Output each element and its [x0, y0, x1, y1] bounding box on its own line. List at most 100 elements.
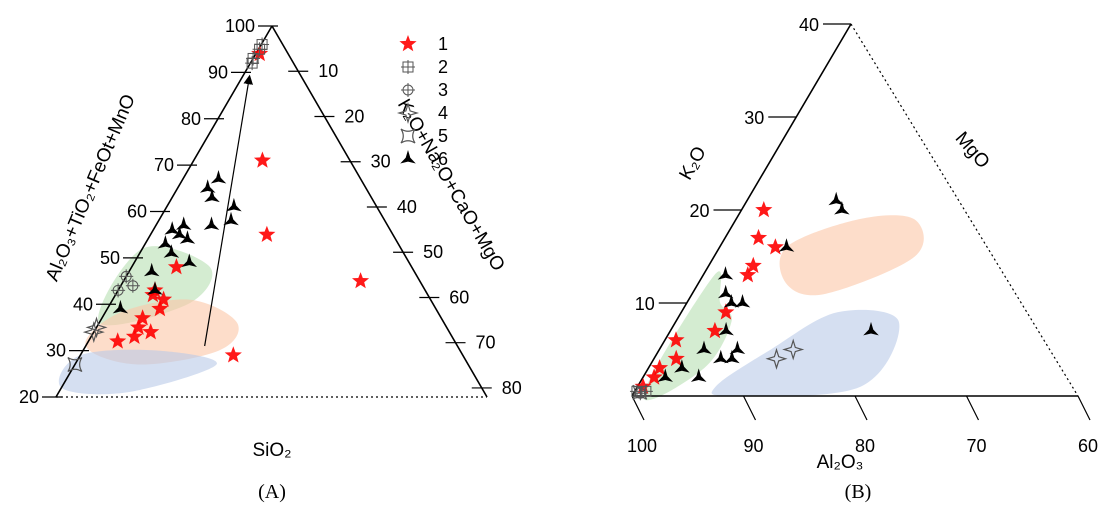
panel-b-point-red-star: [717, 303, 735, 320]
panel-a-point-circle-cross: [111, 283, 126, 298]
panel-b-point-three-point-star: [828, 191, 844, 206]
panel-b-point-four-point-star: [765, 347, 788, 370]
panel-a-right-edge: [271, 25, 488, 398]
panel-a-point-red-star: [130, 318, 148, 335]
panel-b-bottom-tick-label: 60: [1078, 436, 1098, 456]
panel-a-point-square-cross: [245, 56, 260, 71]
panel-b-point-three-point-star: [863, 321, 879, 336]
panel-a-left-tick-label: 50: [100, 248, 120, 268]
panel-a-right-tick-label: 50: [423, 242, 443, 262]
panel-a-right-tick-label: 10: [318, 61, 338, 81]
panel-a-bottom-label: SiO₂: [252, 440, 291, 461]
panel-a-field-blue: [58, 349, 217, 395]
panel-b-point-three-point-star: [724, 349, 740, 364]
panel-a-left-tick-label: 30: [46, 341, 66, 361]
legend-entry: 4: [396, 101, 448, 125]
legend-label: 2: [438, 57, 448, 77]
panel-b-bottom-tick: [742, 395, 757, 421]
panel-a-point-three-point-star: [223, 211, 239, 226]
panel-a-left-tick-label: 40: [73, 294, 93, 314]
legend-label: 5: [438, 126, 448, 146]
panel-a: 100 90 80 70 60 50 40 30 20 10 20 30 40 50 60 70 80 Al₂O…: [19, 16, 522, 503]
panel-a-point-three-point-star: [175, 216, 192, 230]
legend-entry: 2: [401, 57, 448, 77]
panel-b-right-axis-label: MgO: [951, 128, 994, 173]
square-cross-icon: [401, 60, 415, 74]
panel-b-bottom-tick-label: 100: [627, 436, 657, 456]
panel-a-point-three-point-star: [171, 225, 188, 240]
panel-b-point-three-point-star: [717, 284, 734, 299]
panel-b-point-concave-square: [632, 384, 648, 400]
panel-b-left-axis-label: K₂O: [676, 143, 711, 184]
panel-b-point-red-star: [766, 238, 784, 255]
panel-a-point-three-point-star: [226, 197, 242, 212]
panel-b-fields: [643, 215, 924, 401]
panel-b-bottom-tick-label: 70: [966, 436, 986, 456]
panel-b-point-red-star: [667, 331, 685, 348]
panel-b-point-red-star: [706, 321, 724, 339]
panel-a-points: [67, 37, 370, 373]
panel-a-right-tick-label: 60: [449, 287, 469, 307]
panel-b-point-three-point-star: [729, 340, 746, 354]
panel-a-point-three-point-star: [143, 262, 160, 277]
panel-b-bottom-tick-label: 90: [743, 436, 763, 456]
panel-b-point-red-star: [667, 349, 685, 367]
panel-a-point-circle-cross: [119, 269, 134, 284]
open-four-point-star-icon: [396, 101, 420, 125]
panel-b-point-red-star: [645, 368, 663, 385]
panel-b: 10 20 30 40 100 90 80 70 60 K₂O MgO Al₂O₃ (B): [627, 15, 1098, 503]
panel-b-left-tick-label: 40: [799, 15, 819, 35]
panel-b-bottom-tick: [1077, 395, 1091, 421]
panel-a-left-tick-label: 70: [154, 155, 174, 175]
panel-b-bottom-tick: [631, 395, 645, 421]
panel-a-point-red-star: [142, 323, 160, 340]
panel-b-point-three-point-star: [778, 238, 795, 252]
panel-b-left-tick-label: 20: [689, 201, 709, 221]
legend-label: 1: [438, 34, 448, 54]
red-star-icon: [399, 35, 417, 52]
panel-b-field-green: [643, 271, 732, 401]
legend-label: 3: [438, 80, 448, 100]
panel-a-point-three-point-star: [164, 221, 180, 235]
panel-a-point-three-point-star: [199, 179, 216, 193]
legend-label: 4: [438, 103, 448, 123]
panel-a-right-tick-label: 70: [476, 333, 496, 353]
panel-b-left-tick-label: 10: [635, 294, 655, 314]
panel-a-left-tick-label: 20: [19, 387, 39, 407]
panel-a-point-red-star: [352, 272, 370, 289]
panel-a-point-red-star: [109, 332, 127, 349]
panel-b-point-three-point-star: [657, 368, 673, 382]
panel-b-field-blue: [711, 309, 900, 397]
panel-a-point-three-point-star: [179, 230, 196, 244]
panel-b-point-four-point-star: [782, 338, 805, 361]
panel-b-point-red-star: [651, 359, 669, 376]
panel-b-label: (B): [845, 481, 872, 503]
panel-a-point-three-point-star: [147, 281, 163, 295]
panel-b-point-three-point-star: [723, 294, 740, 308]
panel-b-points: [629, 191, 879, 401]
panel-a-point-red-star: [258, 225, 276, 242]
panel-a-point-circle-cross: [125, 278, 140, 293]
panel-b-point-red-star: [744, 256, 762, 274]
panel-a-point-three-point-star: [157, 235, 174, 249]
panel-b-point-three-point-star: [717, 266, 734, 280]
legend: 1 2 3 4 5 6: [396, 34, 448, 169]
panel-a-point-square-cross: [252, 42, 267, 57]
panel-b-point-three-point-star: [696, 340, 712, 354]
panel-b-point-red-star: [739, 266, 757, 283]
panel-a-point-three-point-star: [112, 299, 129, 314]
panel-a-point-three-point-star: [204, 188, 220, 203]
panel-b-left-tick-label: 30: [744, 108, 764, 128]
panel-a-field-orange: [85, 299, 239, 365]
panel-a-right-tick-label: 40: [397, 197, 417, 217]
panel-a-point-red-star: [144, 286, 162, 303]
panel-a-fields: [58, 246, 239, 395]
panel-b-point-three-point-star: [834, 201, 850, 215]
panel-a-point-red-star: [155, 290, 173, 307]
panel-a-right-axis-label: K₂O+Na₂O+CaO+MgO: [393, 96, 509, 275]
panel-b-point-red-star: [750, 228, 768, 246]
panel-b-field-orange: [779, 215, 924, 296]
black-three-point-star-icon: [400, 150, 416, 164]
panel-a-left-tick-label: 100: [225, 16, 255, 36]
legend-entry: 6: [400, 149, 448, 169]
